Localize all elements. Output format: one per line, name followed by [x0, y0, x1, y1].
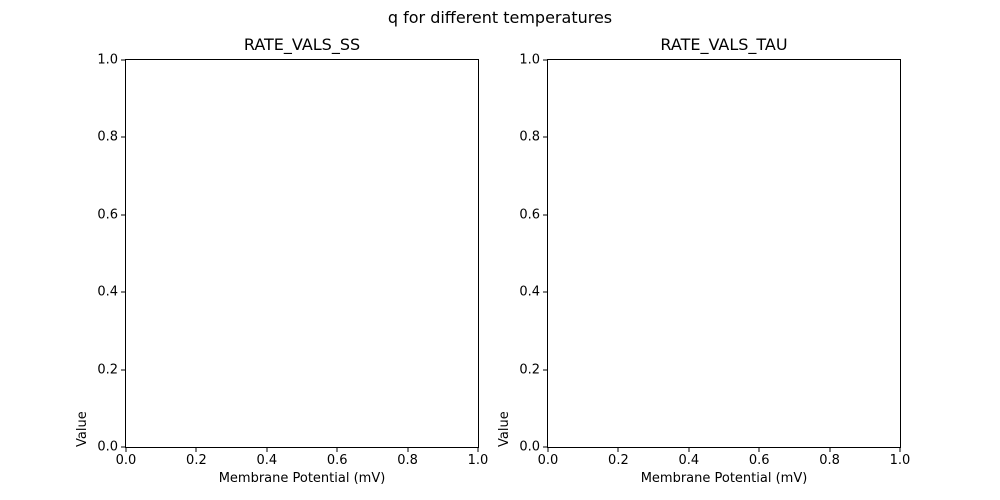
y-tick-label: 0.2 [519, 362, 540, 378]
y-tick-mark [121, 369, 125, 371]
y-tick-mark [121, 446, 125, 448]
y-axis-label: Value [497, 411, 512, 447]
x-tick-label: 0.8 [397, 453, 418, 468]
subplot-rate-vals-tau: RATE_VALS_TAU Membrane Potential (mV) Va… [497, 36, 910, 486]
y-tick-label: 1.0 [97, 52, 118, 68]
x-tick-mark [617, 448, 619, 452]
x-tick-label: 0.4 [678, 453, 700, 468]
x-tick-label: 0.2 [608, 453, 629, 468]
y-tick-mark [121, 291, 125, 293]
y-tick-mark [543, 136, 547, 138]
y-tick-mark [543, 446, 547, 448]
x-tick-mark [829, 448, 831, 452]
figure-suptitle: q for different temperatures [387, 8, 613, 27]
y-tick-mark [121, 214, 125, 216]
y-tick-label: 0.6 [97, 207, 118, 223]
y-tick-label: 0.6 [519, 207, 540, 223]
x-axis-label: Membrane Potential (mV) [218, 471, 386, 486]
x-axis-label: Membrane Potential (mV) [640, 471, 808, 486]
y-axis-label: Value [75, 411, 90, 447]
y-tick-mark [543, 369, 547, 371]
x-tick-label: 0.2 [186, 453, 207, 468]
x-tick-label: 0.8 [819, 453, 840, 468]
x-tick-mark [688, 448, 690, 452]
x-tick-label: 1.0 [889, 453, 911, 468]
y-tick-mark [543, 59, 547, 61]
x-tick-mark [407, 448, 409, 452]
subplot-title: RATE_VALS_SS [243, 35, 361, 55]
x-tick-mark [758, 448, 760, 452]
y-tick-label: 0.0 [519, 439, 540, 455]
y-tick-label: 0.8 [97, 129, 118, 145]
y-tick-label: 0.4 [519, 284, 540, 300]
y-tick-label: 0.0 [97, 439, 118, 455]
y-tick-label: 0.4 [97, 284, 118, 300]
x-tick-mark [266, 448, 268, 452]
y-tick-mark [543, 291, 547, 293]
plot-area [126, 60, 478, 447]
y-tick-label: 0.2 [97, 362, 118, 378]
y-tick-mark [543, 214, 547, 216]
x-tick-label: 0.0 [115, 453, 137, 468]
subplot-title: RATE_VALS_TAU [660, 35, 788, 55]
x-tick-label: 0.4 [256, 453, 278, 468]
x-tick-label: 0.6 [326, 453, 348, 468]
plot-area [548, 60, 900, 447]
subplot-rate-vals-ss: RATE_VALS_SS Membrane Potential (mV) Val… [75, 36, 488, 486]
x-tick-mark [336, 448, 338, 452]
x-tick-label: 1.0 [467, 453, 489, 468]
x-tick-mark [125, 448, 127, 452]
y-tick-mark [121, 59, 125, 61]
x-tick-label: 0.0 [537, 453, 559, 468]
x-tick-mark [899, 448, 901, 452]
x-tick-mark [547, 448, 549, 452]
y-tick-label: 0.8 [519, 129, 540, 145]
y-tick-label: 1.0 [519, 52, 540, 68]
x-tick-label: 0.6 [748, 453, 770, 468]
y-tick-mark [121, 136, 125, 138]
x-tick-mark [477, 448, 479, 452]
x-tick-mark [195, 448, 197, 452]
